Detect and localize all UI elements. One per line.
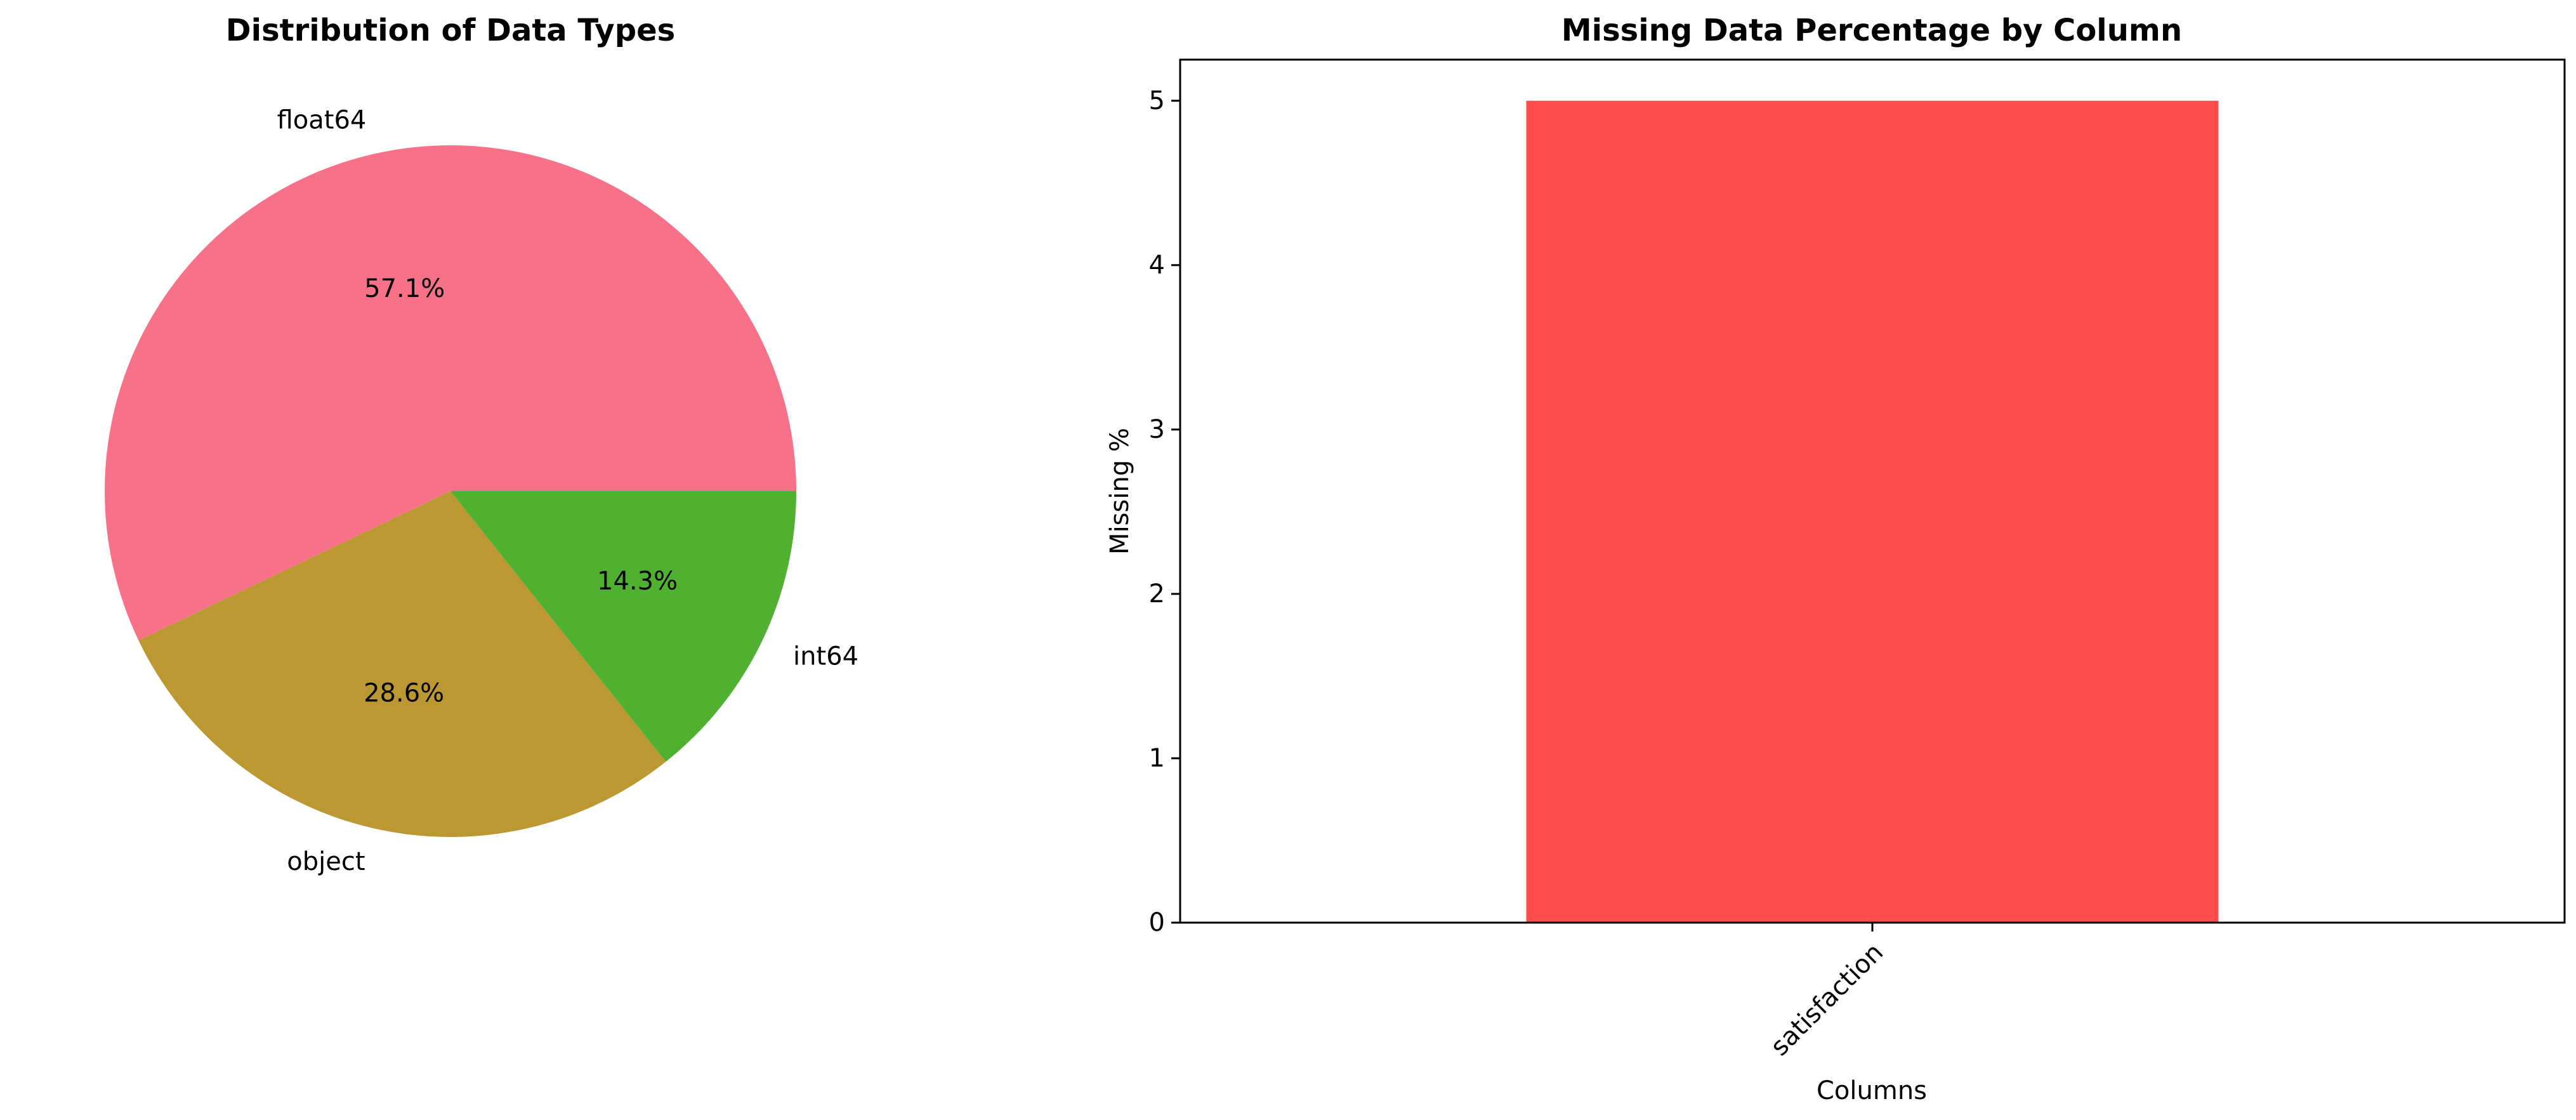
pie-category-label-object: object <box>287 847 365 876</box>
y-tick-label: 4 <box>1149 251 1165 280</box>
bar-satisfaction <box>1526 100 2219 923</box>
y-tick-label: 1 <box>1149 744 1165 773</box>
pie-category-label-float64: float64 <box>277 105 367 135</box>
pie-slice-float64 <box>104 145 796 641</box>
pie-pct-label-int64: 14.3% <box>597 567 678 596</box>
pie-slice-object <box>138 491 666 837</box>
bar-chart-title: Missing Data Percentage by Column <box>1561 13 2182 48</box>
y-tick-label: 5 <box>1149 86 1165 115</box>
y-tick-label: 2 <box>1149 579 1165 609</box>
pie-pct-label-float64: 57.1% <box>364 274 445 303</box>
x-axis-label: Columns <box>1817 1076 1927 1105</box>
bar-chart: Missing Data Percentage by Column 0 1 2 3 4 5… <box>1105 13 2566 1105</box>
pie-chart-title: Distribution of Data Types <box>226 13 675 48</box>
pie-category-label-int64: int64 <box>793 642 858 671</box>
x-tick-label: satisfaction <box>1765 938 1889 1062</box>
y-tick-label: 0 <box>1149 908 1165 937</box>
pie-chart: Distribution of Data Types 57.1% float64 2… <box>104 13 858 876</box>
y-tick-label: 3 <box>1149 415 1165 444</box>
y-axis-label: Missing % <box>1105 428 1134 555</box>
pie-slice-int64 <box>450 491 796 762</box>
pie-pct-label-object: 28.6% <box>364 679 444 708</box>
